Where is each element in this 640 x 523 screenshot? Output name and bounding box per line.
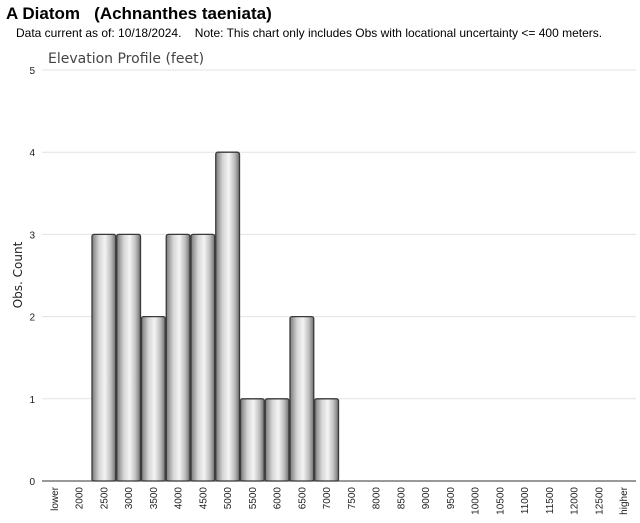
y-axis-label: Obs. Count	[11, 241, 25, 308]
chart-title: Elevation Profile (feet)	[48, 51, 204, 67]
x-tick-label: 7500	[347, 487, 358, 510]
x-tick-label: 12000	[570, 487, 581, 515]
y-tick-label: 4	[29, 148, 35, 159]
x-tick-label: 10500	[495, 487, 506, 515]
x-tick-label: 11000	[520, 487, 531, 515]
y-tick-labels: 0 1 2 3 4 5	[29, 66, 35, 488]
y-tick-label: 5	[29, 66, 35, 77]
x-tick-label: 4500	[198, 487, 209, 510]
x-tick-label: 2500	[99, 487, 110, 510]
bar	[239, 398, 265, 482]
x-tick-label: 6500	[297, 487, 308, 510]
bars	[91, 151, 340, 482]
x-tick-label: 12500	[594, 487, 605, 515]
x-tick-label: 2000	[75, 487, 86, 510]
data-note: Data current as of: 10/18/2024. Note: Th…	[16, 26, 603, 40]
y-tick-label: 2	[29, 313, 35, 324]
x-tick-label: 7000	[322, 487, 333, 510]
y-tick-label: 1	[29, 395, 35, 406]
bar	[264, 398, 290, 482]
x-tick-label: 9500	[446, 487, 457, 510]
x-tick-labels: lower 2000 2500 3000 3500 4000 4500 5000 5500 600…	[50, 486, 630, 514]
x-tick-label: 3000	[124, 487, 135, 510]
x-tick-label: 8000	[372, 487, 383, 510]
x-tick-label: 6000	[273, 487, 284, 510]
bar	[289, 315, 315, 482]
bar	[215, 151, 241, 482]
x-tick-label: 10000	[471, 487, 482, 515]
x-tick-label: 4000	[174, 487, 185, 510]
y-tick-label: 3	[29, 230, 35, 241]
x-tick-label: 8500	[396, 487, 407, 510]
bar	[140, 315, 166, 482]
bar	[91, 233, 117, 482]
x-tick-label: 9000	[421, 487, 432, 510]
bar	[314, 398, 340, 482]
x-tick-label: 5000	[223, 487, 234, 510]
x-tick-label: lower	[50, 486, 61, 511]
x-tick-label: higher	[619, 486, 630, 514]
bar	[190, 233, 216, 482]
y-tick-label: 0	[29, 477, 35, 488]
page-title: A Diatom (Achnanthes taeniata)	[6, 4, 272, 23]
x-tick-label: 5500	[248, 487, 259, 510]
x-tick-label: 3500	[149, 487, 160, 510]
bar	[165, 233, 191, 482]
x-tick-label: 11500	[545, 487, 556, 515]
bar	[116, 233, 142, 482]
